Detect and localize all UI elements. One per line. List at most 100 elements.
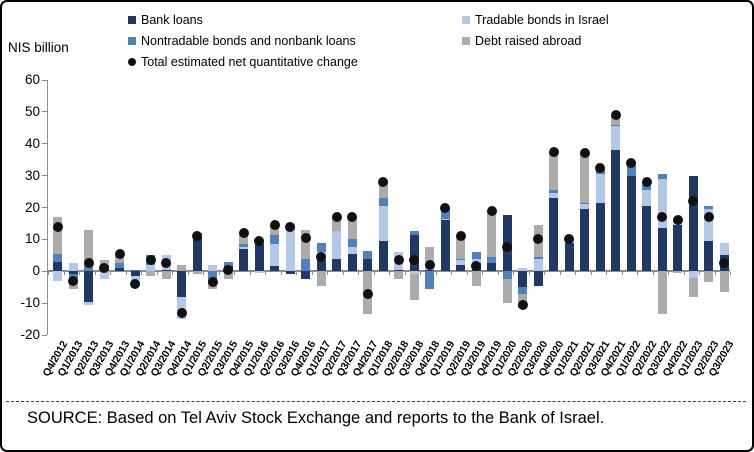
x-axis-tick xyxy=(482,272,483,276)
y-tick-label: 20 xyxy=(24,199,40,215)
bar-segment-debt-raised-abroad xyxy=(301,229,311,259)
bar-segment-bank-loans xyxy=(285,271,295,275)
bar-segment-debt-raised-abroad xyxy=(688,277,698,297)
total-change-dot xyxy=(533,234,544,245)
bar-segment-bank-loans xyxy=(518,271,528,288)
bar-segment-tradable-bonds-in-israel xyxy=(347,247,357,254)
bar-segment-bank-loans xyxy=(657,228,667,272)
total-change-dot xyxy=(440,202,451,213)
total-change-dot xyxy=(238,228,249,238)
bar-segment-bank-loans xyxy=(440,220,450,272)
bar-segment-tradable-bonds-in-israel xyxy=(332,231,342,259)
series-swatch-icon xyxy=(128,37,136,45)
total-change-dot xyxy=(176,307,187,318)
bar-segment-debt-raised-abroad xyxy=(549,151,559,190)
bar-segment-debt-raised-abroad xyxy=(332,217,342,232)
bar-segment-tradable-bonds-in-israel xyxy=(595,174,605,203)
bar-segment-bank-loans xyxy=(487,263,497,272)
bar-segment-nontradable-bonds-and-nonbank-loans xyxy=(130,269,140,272)
total-change-dot xyxy=(657,212,668,223)
bar-segment-tradable-bonds-in-israel xyxy=(68,263,78,272)
total-change-dot xyxy=(502,242,513,253)
bar-segment-tradable-bonds-in-israel xyxy=(239,247,249,249)
bar-segment-tradable-bonds-in-israel xyxy=(642,189,652,206)
bar-segment-debt-raised-abroad xyxy=(502,279,512,304)
x-axis-tick xyxy=(79,272,80,276)
x-axis-tick xyxy=(280,272,282,276)
total-change-dot xyxy=(347,212,358,223)
bar-segment-nontradable-bonds-and-nonbank-loans xyxy=(347,239,357,248)
legend-label: Debt raised abroad xyxy=(475,34,582,48)
series-swatch-icon xyxy=(128,16,136,24)
bar-segment-bank-loans xyxy=(68,271,78,275)
legend-item-3: Debt raised abroad xyxy=(462,34,609,48)
bar-segment-nontradable-bonds-and-nonbank-loans xyxy=(657,174,667,179)
legend-label: Bank loans xyxy=(141,13,203,27)
bar-segment-bank-loans xyxy=(301,271,311,280)
bar-segment-nontradable-bonds-and-nonbank-loans xyxy=(363,250,373,259)
x-axis-tick xyxy=(125,272,127,276)
bar-segment-debt-raised-abroad xyxy=(177,264,187,272)
bar-segment-debt-raised-abroad xyxy=(192,271,202,275)
bar-segment-bank-loans xyxy=(394,269,404,272)
y-axis-tick xyxy=(42,143,47,145)
bar-segment-nontradable-bonds-and-nonbank-loans xyxy=(580,202,590,205)
bar-segment-debt-raised-abroad xyxy=(487,210,497,257)
total-change-dot xyxy=(254,235,265,246)
x-axis-tick xyxy=(466,272,468,276)
x-axis-tick xyxy=(513,272,514,276)
bar-segment-debt-raised-abroad xyxy=(99,260,109,265)
total-change-dot xyxy=(68,275,79,286)
bar-segment-nontradable-bonds-and-nonbank-loans xyxy=(626,162,636,176)
bar-segment-bank-loans xyxy=(533,271,543,286)
series-swatch-icon xyxy=(462,16,470,24)
total-change-dot xyxy=(517,299,528,310)
total-change-dot xyxy=(83,258,94,269)
bar-segment-nontradable-bonds-and-nonbank-loans xyxy=(611,124,621,127)
bar-segment-debt-raised-abroad xyxy=(704,271,714,283)
x-axis-tick xyxy=(621,272,623,276)
bar-segment-nontradable-bonds-and-nonbank-loans xyxy=(549,189,559,194)
x-axis-tick xyxy=(404,272,406,276)
total-change-dot xyxy=(269,220,280,231)
x-axis-tick xyxy=(683,272,685,276)
x-axis-tick xyxy=(559,272,561,276)
bar-segment-nontradable-bonds-and-nonbank-loans xyxy=(115,263,125,269)
bar-segment-nontradable-bonds-and-nonbank-loans xyxy=(270,234,280,245)
total-change-dot xyxy=(564,234,575,245)
bar-segment-debt-raised-abroad xyxy=(84,229,94,267)
x-axis-tick xyxy=(451,272,452,276)
x-axis-tick xyxy=(420,272,421,276)
bar-segment-nontradable-bonds-and-nonbank-loans xyxy=(704,205,714,210)
total-change-dot xyxy=(455,231,466,242)
total-change-dot xyxy=(548,146,559,157)
bar-segment-nontradable-bonds-and-nonbank-loans xyxy=(223,261,233,267)
bar-segment-tradable-bonds-in-israel xyxy=(285,223,295,272)
bar-segment-bank-loans xyxy=(549,197,559,272)
bar-segment-nontradable-bonds-and-nonbank-loans xyxy=(518,287,528,294)
bar-segment-nontradable-bonds-and-nonbank-loans xyxy=(456,258,466,261)
bar-segment-tradable-bonds-in-israel xyxy=(53,271,63,281)
bar-segment-debt-raised-abroad xyxy=(316,271,326,286)
x-axis-tick xyxy=(575,272,576,276)
bar-segment-tradable-bonds-in-israel xyxy=(657,178,667,229)
source-divider xyxy=(6,401,746,402)
total-change-dot xyxy=(145,255,156,266)
x-axis-tick xyxy=(590,272,592,276)
total-change-dot xyxy=(223,264,234,275)
total-change-dot xyxy=(409,255,420,266)
y-tick-label: 50 xyxy=(24,103,40,119)
bar-segment-tradable-bonds-in-israel xyxy=(471,258,481,264)
bar-segment-bank-loans xyxy=(177,271,187,297)
legend-label: Total estimated net quantitative change xyxy=(141,55,358,69)
total-change-dot xyxy=(579,148,590,159)
bar-segment-debt-raised-abroad xyxy=(673,271,683,273)
bar-segment-bank-loans xyxy=(239,248,249,272)
bar-segment-tradable-bonds-in-israel xyxy=(688,271,698,278)
bar-segment-nontradable-bonds-and-nonbank-loans xyxy=(425,271,435,289)
bar-segment-nontradable-bonds-and-nonbank-loans xyxy=(440,210,450,219)
bar-segment-tradable-bonds-in-israel xyxy=(208,264,218,272)
y-axis-tick xyxy=(42,111,47,113)
bar-segment-debt-raised-abroad xyxy=(456,236,466,259)
